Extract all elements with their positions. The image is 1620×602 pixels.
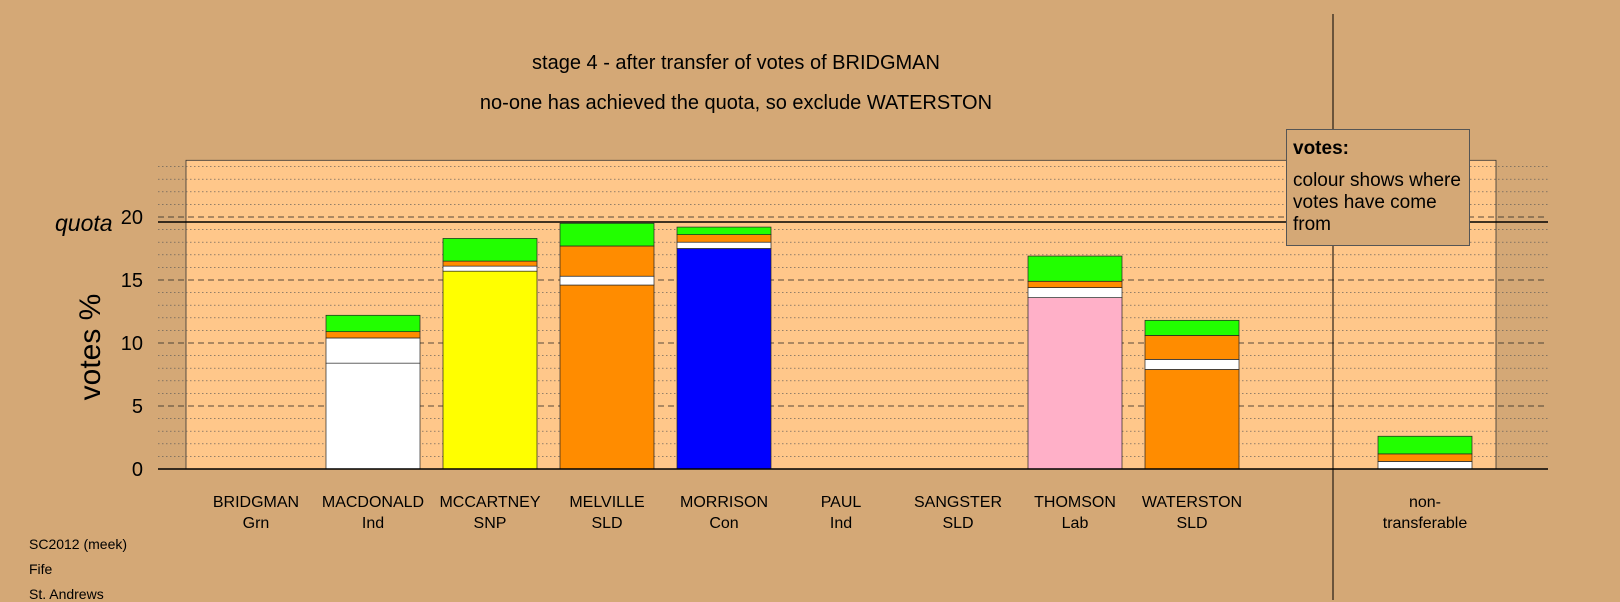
bar-segment bbox=[325, 337, 421, 364]
category-party-label: SLD bbox=[942, 515, 973, 532]
y-tick-label: 0 bbox=[132, 459, 143, 481]
bar-segment bbox=[325, 362, 421, 470]
bar-segment bbox=[676, 234, 772, 243]
y-tick-label: 20 bbox=[121, 207, 143, 229]
category-party-label: Lab bbox=[1062, 515, 1089, 532]
footer-election: SC2012 (meek) bbox=[29, 536, 128, 552]
bar-segment bbox=[1027, 297, 1123, 470]
category-party-label: transferable bbox=[1383, 515, 1468, 532]
bar-segment bbox=[1027, 287, 1123, 298]
bar-segment bbox=[559, 222, 655, 247]
bar-segment bbox=[676, 248, 772, 470]
y-tick-label: 5 bbox=[132, 396, 143, 418]
legend-title: votes: bbox=[1293, 138, 1349, 159]
category-name-label: PAUL bbox=[821, 494, 862, 511]
category-party-label: Ind bbox=[362, 515, 384, 532]
bar-segment bbox=[559, 275, 655, 286]
bar-segment bbox=[1027, 255, 1123, 282]
bar-segment bbox=[1144, 335, 1240, 360]
bar-segment bbox=[559, 284, 655, 470]
category-party-label: SLD bbox=[591, 515, 622, 532]
category-name-label: BRIDGMAN bbox=[213, 494, 299, 511]
footer-council: Fife bbox=[29, 561, 53, 577]
y-tick-label: 15 bbox=[121, 270, 143, 292]
y-tick-label: 10 bbox=[121, 333, 143, 355]
category-name-label: MORRISON bbox=[680, 494, 768, 511]
quota-label: quota bbox=[55, 210, 113, 236]
bar-segment bbox=[676, 226, 772, 235]
bar-segment bbox=[442, 260, 538, 267]
bar-segment bbox=[1144, 359, 1240, 370]
legend-box: votes: colour shows where votes have com… bbox=[1286, 129, 1470, 246]
bar-segment bbox=[1377, 435, 1473, 455]
category-name-label: non- bbox=[1409, 494, 1441, 511]
bar-segment bbox=[1144, 319, 1240, 336]
chart-title: stage 4 - after transfer of votes of BRI… bbox=[532, 52, 940, 74]
category-party-label: Con bbox=[709, 515, 738, 532]
bar-segment bbox=[442, 238, 538, 262]
chart-subtitle: no-one has achieved the quota, so exclud… bbox=[479, 92, 993, 114]
bar-segment bbox=[325, 331, 421, 339]
category-name-label: WATERSTON bbox=[1142, 494, 1242, 511]
bar-segment bbox=[442, 270, 538, 470]
bar-segment bbox=[442, 265, 538, 272]
bar-segment bbox=[1144, 369, 1240, 470]
category-name-label: MELVILLE bbox=[569, 494, 644, 511]
bar-segment bbox=[1027, 280, 1123, 288]
bar-segment bbox=[559, 245, 655, 277]
category-name-label: MCCARTNEY bbox=[439, 494, 540, 511]
legend-text: colour shows where votes have come from bbox=[1293, 170, 1461, 235]
category-party-label: SNP bbox=[474, 515, 507, 532]
category-party-label: Ind bbox=[830, 515, 852, 532]
y-axis-label: votes % bbox=[74, 294, 107, 401]
bar-segment bbox=[325, 314, 421, 333]
bar-segment bbox=[1377, 453, 1473, 462]
bar-segment bbox=[676, 241, 772, 249]
category-name-label: THOMSON bbox=[1034, 494, 1116, 511]
bar-segment bbox=[1377, 461, 1473, 470]
category-party-label: SLD bbox=[1176, 515, 1207, 532]
category-party-label: Grn bbox=[243, 515, 270, 532]
category-name-label: MACDONALD bbox=[322, 494, 424, 511]
footer-ward: St. Andrews bbox=[29, 586, 104, 602]
category-name-label: SANGSTER bbox=[914, 494, 1002, 511]
